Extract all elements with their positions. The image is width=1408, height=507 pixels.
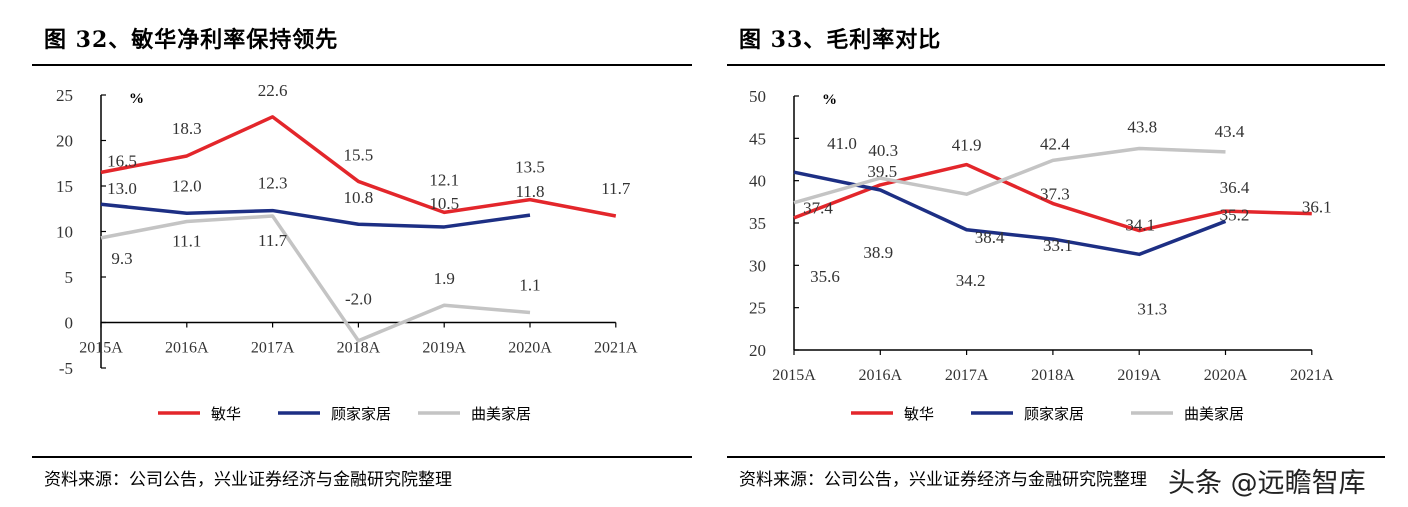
x-tick-label: 2016A bbox=[165, 340, 209, 357]
y-tick-label: 20 bbox=[749, 341, 766, 360]
data-label: 22.6 bbox=[258, 81, 288, 100]
series-line-2 bbox=[100, 214, 531, 343]
title-divider bbox=[32, 64, 692, 66]
legend-label: 顾家家居 bbox=[331, 405, 391, 423]
legend-label: 曲美家居 bbox=[1184, 405, 1244, 423]
watermark: 头条 @远瞻智库 bbox=[1168, 468, 1366, 499]
data-label: 12.3 bbox=[258, 174, 288, 193]
series-line-1 bbox=[100, 202, 531, 229]
y-tick-label: -5 bbox=[59, 359, 73, 378]
data-label: 37.3 bbox=[1040, 185, 1070, 204]
data-label: 13.0 bbox=[107, 179, 137, 198]
series-line-2 bbox=[793, 146, 1226, 205]
data-label: 11.8 bbox=[515, 182, 544, 201]
source-divider bbox=[32, 456, 692, 458]
y-tick-label: 40 bbox=[749, 172, 766, 191]
data-label: 37.4 bbox=[803, 199, 833, 218]
chart-title: 图 33、毛利率对比 bbox=[739, 27, 942, 53]
x-tick-label: 2015A bbox=[772, 367, 816, 384]
y-tick-label: 15 bbox=[56, 177, 73, 196]
series-line-0 bbox=[100, 115, 617, 218]
data-label: 39.5 bbox=[867, 162, 897, 181]
data-label: 15.5 bbox=[344, 145, 374, 164]
unit-label: % bbox=[822, 92, 837, 108]
data-label: 35.6 bbox=[810, 267, 840, 286]
chart-title: 图 32、敏华净利率保持领先 bbox=[44, 27, 339, 53]
series-line-0 bbox=[793, 162, 1312, 233]
data-label: 41.0 bbox=[827, 134, 857, 153]
y-tick-label: 10 bbox=[56, 223, 73, 242]
data-label: 12.1 bbox=[429, 170, 459, 189]
data-label: 43.4 bbox=[1215, 122, 1245, 141]
x-tick-label: 2021A bbox=[1290, 367, 1334, 384]
unit-label: % bbox=[129, 91, 144, 107]
y-tick-label: 5 bbox=[65, 268, 74, 287]
data-label: 11.7 bbox=[258, 231, 288, 250]
data-label: -2.0 bbox=[345, 290, 372, 309]
data-label: 38.4 bbox=[975, 228, 1005, 247]
data-label: 43.8 bbox=[1127, 117, 1157, 136]
data-label: 38.9 bbox=[863, 243, 893, 262]
x-tick-label: 2020A bbox=[1204, 367, 1248, 384]
x-tick-label: 2019A bbox=[1117, 367, 1161, 384]
y-tick-label: 30 bbox=[749, 256, 766, 275]
data-label: 10.5 bbox=[429, 194, 459, 213]
x-tick-label: 2018A bbox=[1031, 367, 1075, 384]
data-label: 34.1 bbox=[1125, 216, 1155, 235]
y-tick-label: 20 bbox=[56, 132, 73, 151]
y-tick-label: 35 bbox=[749, 214, 766, 233]
title-divider bbox=[727, 64, 1385, 66]
data-label: 42.4 bbox=[1040, 134, 1070, 153]
x-tick-label: 2017A bbox=[251, 340, 295, 357]
chart-source: 资料来源：公司公告，兴业证券经济与金融研究院整理 bbox=[739, 470, 1147, 490]
data-label: 11.1 bbox=[172, 231, 201, 250]
data-label: 9.3 bbox=[111, 249, 132, 268]
y-tick-label: 0 bbox=[65, 314, 74, 333]
legend-label: 敏华 bbox=[211, 405, 241, 423]
data-label: 34.2 bbox=[956, 271, 986, 290]
y-tick-label: 25 bbox=[749, 299, 766, 318]
y-tick-label: 25 bbox=[56, 86, 73, 105]
data-label: 33.1 bbox=[1043, 236, 1073, 255]
legend-label: 顾家家居 bbox=[1024, 405, 1084, 423]
y-tick-label: 50 bbox=[749, 87, 766, 106]
data-label: 13.5 bbox=[515, 158, 545, 177]
data-label: 11.7 bbox=[601, 179, 631, 198]
series-line-1 bbox=[793, 170, 1227, 257]
data-label: 18.3 bbox=[172, 119, 202, 138]
x-tick-label: 2015A bbox=[79, 340, 123, 357]
legend-label: 敏华 bbox=[904, 405, 934, 423]
data-label: 35.2 bbox=[1220, 205, 1250, 224]
chart-panel-gross-margin: 图 33、毛利率对比 资料来源：公司公告，兴业证券经济与金融研究院整理 bbox=[727, 0, 1385, 507]
data-label: 10.8 bbox=[344, 188, 374, 207]
data-label: 36.4 bbox=[1220, 178, 1250, 197]
source-divider bbox=[727, 456, 1385, 458]
x-tick-label: 2016A bbox=[859, 367, 903, 384]
x-tick-label: 2020A bbox=[508, 340, 552, 357]
data-label: 36.1 bbox=[1302, 198, 1332, 217]
legend-label: 曲美家居 bbox=[471, 405, 531, 423]
chart-panel-net-margin: 图 32、敏华净利率保持领先 资料来源：公司公告，兴业证券经济与金融研究院整理 bbox=[32, 0, 692, 507]
chart-source: 资料来源：公司公告，兴业证券经济与金融研究院整理 bbox=[44, 470, 452, 490]
data-label: 12.0 bbox=[172, 176, 202, 195]
x-tick-label: 2017A bbox=[945, 367, 989, 384]
x-tick-label: 2021A bbox=[594, 340, 638, 357]
x-tick-label: 2019A bbox=[422, 340, 466, 357]
data-label: 16.5 bbox=[107, 151, 137, 170]
data-label: 1.9 bbox=[434, 269, 455, 288]
data-label: 1.1 bbox=[519, 275, 540, 294]
data-label: 31.3 bbox=[1137, 299, 1167, 318]
x-tick-label: 2018A bbox=[337, 340, 381, 357]
data-label: 40.3 bbox=[868, 141, 898, 160]
y-tick-label: 45 bbox=[749, 129, 766, 148]
data-label: 41.9 bbox=[952, 136, 982, 155]
